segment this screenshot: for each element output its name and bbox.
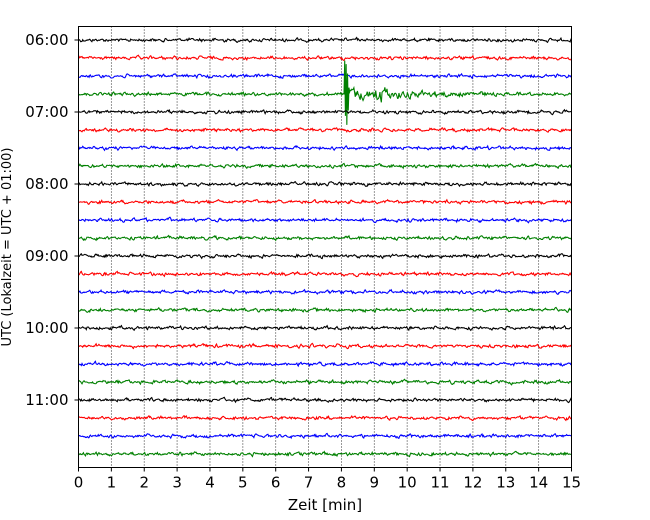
seismic-traces <box>78 36 573 458</box>
x-tick-label-8: 8 <box>337 474 347 492</box>
trace-0800 <box>78 180 572 188</box>
trace-0600 <box>78 36 572 44</box>
trace-0645 <box>78 60 572 125</box>
trace-0845 <box>78 234 572 242</box>
x-tick-label-3: 3 <box>172 474 182 492</box>
y-tick-label-0700: 07:00 <box>25 103 68 121</box>
trace-1030 <box>78 360 572 368</box>
x-tick-label-2: 2 <box>139 474 149 492</box>
y-tick-label-0900: 09:00 <box>25 247 68 265</box>
x-axis-label: Zeit [min] <box>288 496 362 514</box>
trace-0745 <box>78 162 572 170</box>
trace-1130 <box>78 432 572 440</box>
x-axis-ticks: 0 1 2 3 4 5 6 7 8 9 10 11 12 13 14 15 <box>74 467 581 492</box>
trace-0815 <box>78 198 572 206</box>
x-tick-label-6: 6 <box>271 474 281 492</box>
y-tick-label-1000: 10:00 <box>25 319 68 337</box>
trace-0930 <box>78 288 572 296</box>
y-tick-label-0800: 08:00 <box>25 175 68 193</box>
x-tick-label-15: 15 <box>562 474 581 492</box>
x-tick-label-1: 1 <box>107 474 117 492</box>
x-tick-label-13: 13 <box>496 474 515 492</box>
trace-1145 <box>78 450 572 458</box>
trace-0630 <box>78 72 572 80</box>
x-tick-label-4: 4 <box>205 474 215 492</box>
x-tick-label-11: 11 <box>430 474 449 492</box>
y-axis-label: UTC (Lokalzeit = UTC + 01:00) <box>0 148 15 347</box>
x-tick-label-7: 7 <box>304 474 314 492</box>
y-tick-label-1100: 11:00 <box>25 391 68 409</box>
trace-0900 <box>78 253 572 260</box>
trace-1100 <box>78 396 573 404</box>
trace-1015 <box>78 342 572 350</box>
x-tick-label-9: 9 <box>370 474 380 492</box>
trace-0715 <box>78 126 572 133</box>
trace-0830 <box>78 216 572 224</box>
y-tick-label-0600: 06:00 <box>25 31 68 49</box>
x-tick-label-5: 5 <box>238 474 248 492</box>
trace-0945 <box>78 306 572 314</box>
y-axis-ticks: 06:00 07:00 08:00 09:00 10:00 11:00 <box>25 31 79 409</box>
trace-1115 <box>78 414 572 422</box>
trace-1000 <box>78 324 572 332</box>
x-tick-label-14: 14 <box>529 474 548 492</box>
x-tick-label-10: 10 <box>398 474 417 492</box>
trace-0615 <box>78 54 572 62</box>
plot-area-frame <box>78 26 572 468</box>
trace-0915 <box>78 270 572 278</box>
x-tick-label-0: 0 <box>74 474 84 492</box>
x-tick-label-12: 12 <box>463 474 482 492</box>
trace-0700 <box>78 108 572 116</box>
trace-1045 <box>78 378 573 386</box>
trace-0730 <box>78 144 572 152</box>
